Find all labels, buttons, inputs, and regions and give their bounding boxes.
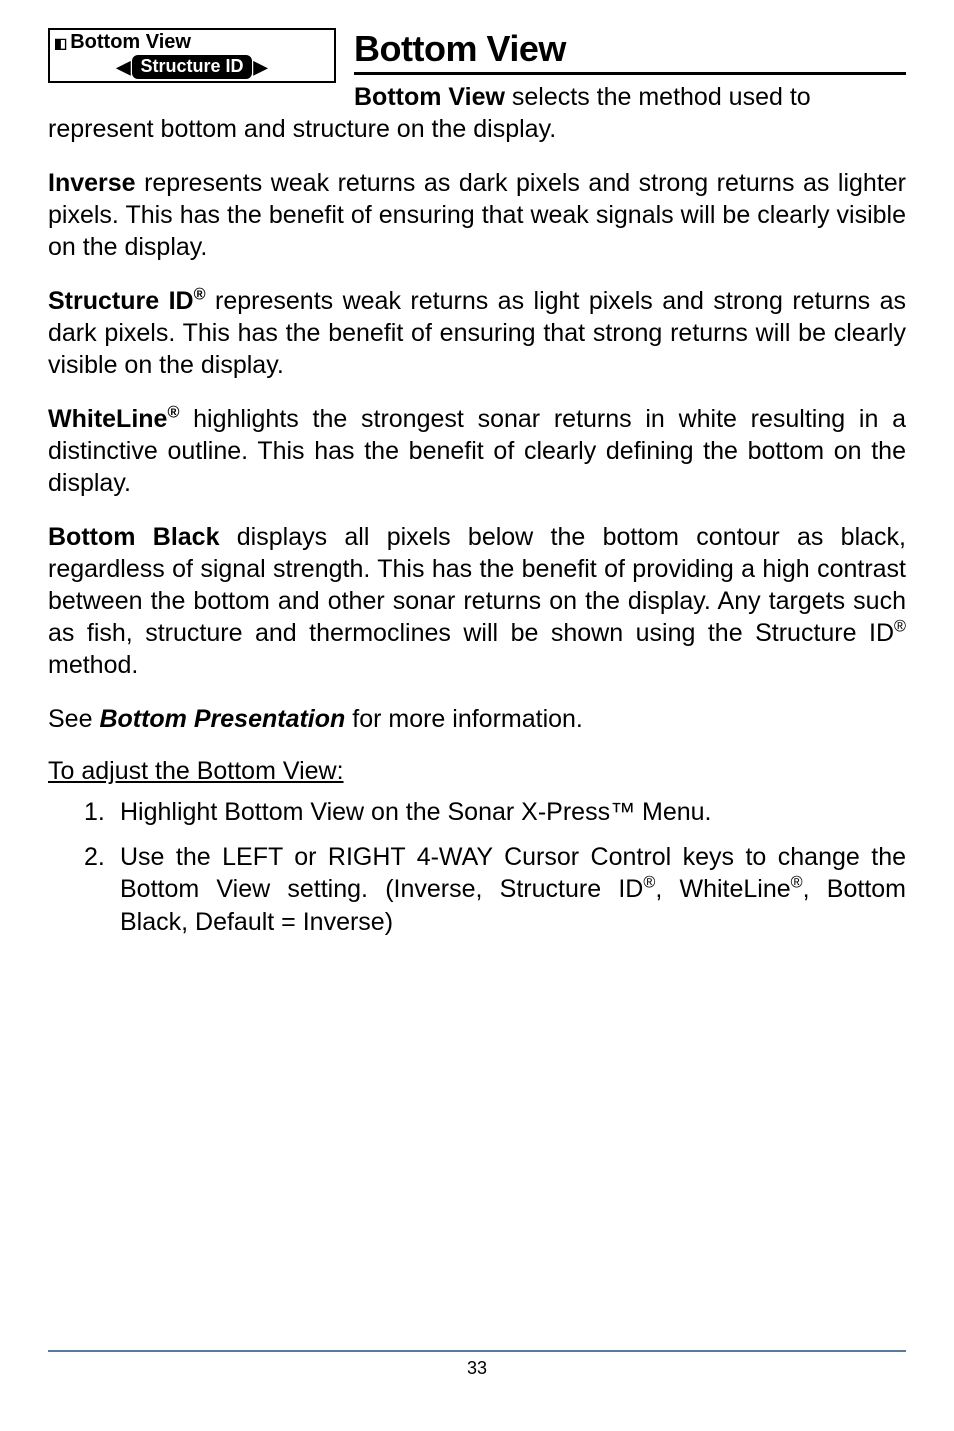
intro-text-line1: Bottom View selects the method used to: [354, 81, 906, 113]
intro-text-line2: represent bottom and structure on the di…: [48, 113, 906, 145]
whiteline-label: WhiteLine®: [48, 405, 179, 433]
page-footer: 33: [48, 1350, 906, 1379]
structure-id-label: Structure ID®: [48, 287, 206, 315]
step2-sup2: ®: [791, 874, 803, 892]
bottom-black-para: Bottom Black displays all pixels below t…: [48, 521, 906, 681]
inverse-text: represents weak returns as dark pixels a…: [48, 169, 906, 261]
left-arrow-icon[interactable]: ◀: [117, 58, 131, 76]
structure-id-para: Structure ID® represents weak returns as…: [48, 285, 906, 381]
step2-text-b: , WhiteLine: [655, 875, 790, 903]
inverse-para: Inverse represents weak returns as dark …: [48, 167, 906, 263]
widget-title: Bottom View: [70, 31, 191, 54]
footer-rule: [48, 1350, 906, 1352]
widget-title-row: ◧ Bottom View: [50, 30, 334, 54]
intro-rest: selects the method used to: [505, 83, 811, 111]
see-more-para: See Bottom Presentation for more informa…: [48, 703, 906, 735]
see-a: See: [48, 705, 99, 733]
inverse-label: Inverse: [48, 169, 136, 197]
widget-value-row: ◀ Structure ID ▶: [50, 54, 334, 81]
step2-sup1: ®: [643, 874, 655, 892]
intro-bold: Bottom View: [354, 83, 505, 111]
step1-text-a: Highlight Bottom View on the Sonar X-Pre…: [120, 798, 610, 826]
whiteline-para: WhiteLine® highlights the strongest sona…: [48, 403, 906, 499]
steps-list: 1. Highlight Bottom View on the Sonar X-…: [48, 796, 906, 938]
list-item: 1. Highlight Bottom View on the Sonar X-…: [84, 796, 906, 829]
bottom-black-sup: ®: [894, 618, 906, 636]
see-b: for more information.: [345, 705, 583, 733]
adjust-subheading: To adjust the Bottom View:: [48, 757, 906, 786]
widget-value: Structure ID: [132, 55, 251, 79]
heading-rule: [354, 72, 906, 75]
step1-text-b: Menu.: [635, 798, 711, 826]
section-heading: Bottom View: [354, 28, 906, 72]
bottom-view-setting-widget: ◧ Bottom View ◀ Structure ID ▶: [48, 28, 336, 83]
list-item: 2. Use the LEFT or RIGHT 4-WAY Cursor Co…: [84, 841, 906, 939]
right-arrow-icon[interactable]: ▶: [254, 58, 268, 76]
bottom-black-text-b: method.: [48, 651, 138, 679]
step-number: 1.: [84, 796, 105, 829]
step1-tm: ™: [610, 798, 635, 826]
widget-icon: ◧: [54, 36, 67, 50]
step-number: 2.: [84, 841, 105, 874]
see-link: Bottom Presentation: [99, 705, 345, 733]
bottom-black-label: Bottom Black: [48, 523, 219, 551]
page-number: 33: [48, 1358, 906, 1379]
